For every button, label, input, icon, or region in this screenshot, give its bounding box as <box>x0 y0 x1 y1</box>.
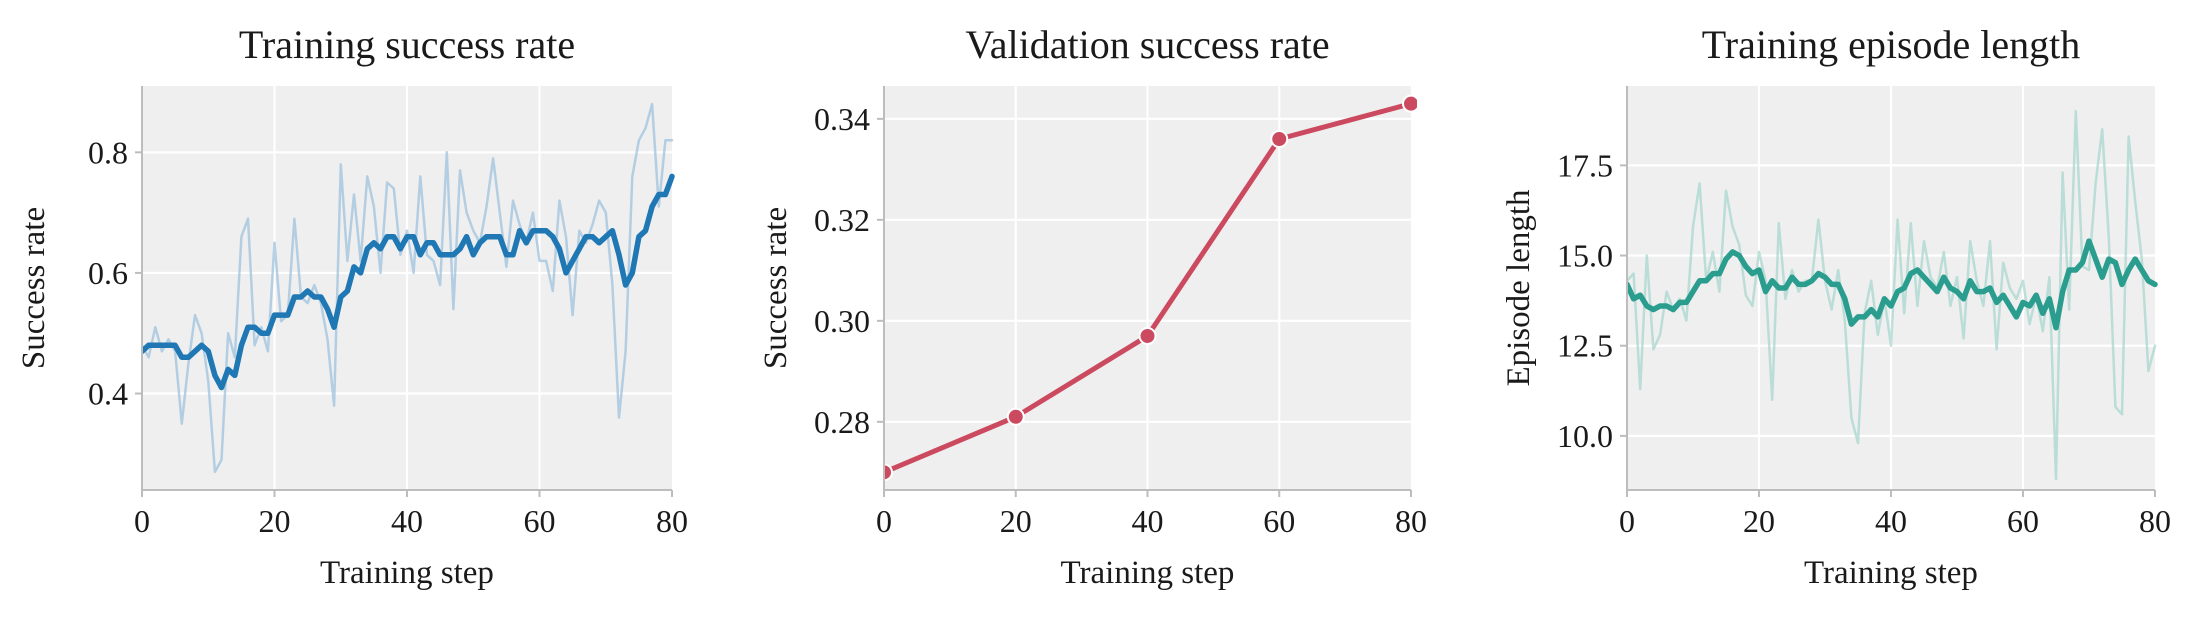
x-tick-label: 40 <box>1875 503 1907 539</box>
y-tick-label: 0.8 <box>88 134 128 170</box>
x-axis-label: Training step <box>320 555 494 591</box>
x-axis-label: Training step <box>1061 555 1235 591</box>
x-tick-label: 40 <box>1132 503 1164 539</box>
data-point <box>1270 130 1289 149</box>
data-point <box>884 463 893 482</box>
y-tick-label: 0.28 <box>814 404 870 440</box>
x-tick-label: 80 <box>656 503 688 539</box>
data-point <box>1138 326 1157 345</box>
y-axis-label: Success rate <box>16 207 52 369</box>
y-tick-label: 12.5 <box>1557 328 1613 364</box>
x-tick-label: 80 <box>2139 503 2171 539</box>
x-tick-label: 0 <box>134 503 150 539</box>
y-axis-label: Success rate <box>758 207 794 369</box>
x-tick-label: 60 <box>524 503 556 539</box>
x-tick-label: 60 <box>2007 503 2039 539</box>
series-group <box>1627 109 2158 481</box>
series-group <box>884 94 1417 482</box>
series-line-2 <box>142 173 675 391</box>
y-tick-label: 0.6 <box>88 255 128 291</box>
x-tick-label: 20 <box>1000 503 1032 539</box>
x-tick-label: 40 <box>391 503 423 539</box>
data-point <box>1402 94 1417 113</box>
y-tick-label: 17.5 <box>1557 147 1613 183</box>
series-line-2 <box>1627 238 2158 331</box>
chart-title: Training episode length <box>1702 22 2081 67</box>
chart-title: Training success rate <box>239 22 575 67</box>
y-tick-label: 15.0 <box>1557 238 1613 274</box>
chart-title: Validation success rate <box>965 22 1329 67</box>
y-tick-label: 0.4 <box>88 376 128 412</box>
y-tick-label: 0.34 <box>814 101 870 137</box>
y-tick-label: 0.32 <box>814 202 870 238</box>
chart-panel-1: 0 20 40 60 80 0.4 0.6 0.8 Training success rate T… <box>16 22 688 591</box>
x-tick-label: 20 <box>259 503 291 539</box>
chart-panel-3: 0 20 40 60 80 10.0 12.5 15.0 17.5 Training episod… <box>1501 22 2171 591</box>
x-tick-label: 20 <box>1743 503 1775 539</box>
chart-panel-2: 0 20 40 60 80 0.28 0.30 0.32 0.34 Validation succ… <box>758 22 1427 591</box>
x-axis-label: Training step <box>1804 555 1978 591</box>
series-group <box>142 102 675 474</box>
x-tick-label: 0 <box>876 503 892 539</box>
y-tick-label: 10.0 <box>1557 418 1613 454</box>
data-point <box>1006 407 1025 426</box>
x-tick-label: 0 <box>1619 503 1635 539</box>
y-tick-label: 0.30 <box>814 303 870 339</box>
y-axis-label: Episode length <box>1501 189 1537 387</box>
x-tick-label: 80 <box>1395 503 1427 539</box>
x-tick-label: 60 <box>1263 503 1295 539</box>
series-line-1 <box>1627 109 2157 481</box>
